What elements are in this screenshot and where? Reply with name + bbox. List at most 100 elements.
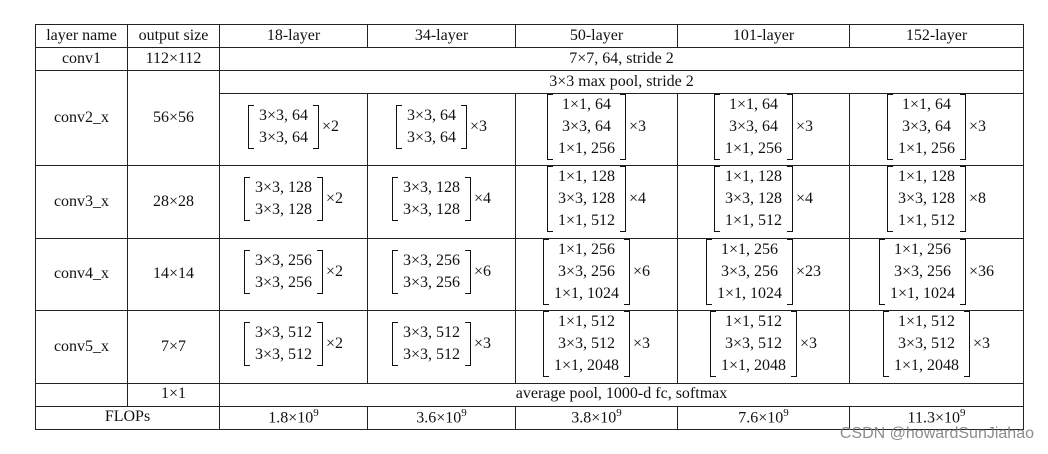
block-layer-line: 3×3, 512 (402, 324, 460, 342)
stage-row: conv3_x 28×28 3×3, 128 3×3, 128 ×2 3×3, 128 3×… (35, 165, 1024, 239)
block-layer-line: 1×1, 1024 (716, 284, 782, 302)
left-bracket (391, 322, 398, 367)
right-bracket (620, 166, 626, 233)
block-layers: 1×1, 512 3×3, 512 1×1, 2048 (554, 311, 619, 377)
block-layer-line: 1×1, 512 (897, 313, 955, 331)
block-layer-line: 1×1, 128 (897, 168, 955, 186)
right-bracket (461, 105, 467, 149)
block-multiplier: ×6 (633, 262, 651, 280)
block-layers: 1×1, 256 3×3, 256 1×1, 1024 (554, 239, 619, 305)
right-bracket (465, 177, 471, 222)
right-bracket (787, 238, 793, 305)
block-layer-line: 3×3, 64 (901, 118, 951, 135)
flops-label: FLOPs (35, 405, 220, 430)
right-bracket (960, 166, 966, 233)
block-layer-line: 1×1, 512 (724, 313, 782, 331)
block-multiplier: ×4 (629, 190, 647, 208)
block-layer-line: 1×1, 128 (724, 168, 782, 186)
block-layer-line: 3×3, 256 (557, 262, 615, 280)
right-bracket (317, 177, 323, 222)
block-layer-line: 1×1, 512 (557, 313, 615, 331)
bracket-block: 3×3, 128 3×3, 128 ×2 (243, 177, 343, 222)
bracket-block: 3×3, 512 3×3, 512 ×2 (243, 322, 343, 367)
right-bracket (465, 249, 471, 294)
left-bracket (546, 94, 553, 160)
block-layer-line: 1×1, 512 (897, 212, 955, 230)
block-multiplier: ×36 (969, 262, 995, 280)
block-layers: 3×3, 512 3×3, 512 (255, 322, 312, 366)
block-layer-line: 3×3, 256 (254, 251, 312, 269)
block-layers: 3×3, 64 3×3, 64 (259, 105, 308, 149)
bracket-block: 1×1, 128 3×3, 128 1×1, 512 ×4 (546, 166, 647, 233)
block-cell: 3×3, 256 3×3, 256 ×6 (367, 237, 516, 312)
block-layer-line: 3×3, 64 (258, 107, 308, 124)
maxpool-desc: 3×3 max pool, stride 2 (219, 70, 1024, 94)
block-layers: 1×1, 128 3×3, 128 1×1, 512 (898, 166, 955, 232)
block-layer-line: 3×3, 128 (402, 201, 460, 219)
left-bracket (243, 177, 250, 222)
block-layers: 1×1, 256 3×3, 256 1×1, 1024 (717, 239, 782, 305)
right-bracket (465, 322, 471, 367)
block-layers: 1×1, 512 3×3, 512 1×1, 2048 (721, 311, 786, 377)
block-layers: 1×1, 128 3×3, 128 1×1, 512 (558, 166, 615, 232)
conv1-desc: 7×7, 64, stride 2 (219, 47, 1024, 71)
block-cell: 1×1, 512 3×3, 512 1×1, 2048 ×3 (515, 310, 678, 384)
block-multiplier: ×3 (474, 334, 492, 352)
block-layers: 1×1, 128 3×3, 128 1×1, 512 (725, 166, 782, 232)
block-cell: 1×1, 128 3×3, 128 1×1, 512 ×4 (515, 165, 678, 239)
block-layer-line: 1×1, 256 (724, 140, 782, 157)
left-bracket (886, 166, 893, 233)
output-size: 14×14 (127, 237, 220, 312)
block-layer-line: 1×1, 2048 (893, 357, 959, 375)
block-layers: 1×1, 256 3×3, 256 1×1, 1024 (890, 239, 955, 305)
bracket-block: 1×1, 256 3×3, 256 1×1, 1024 ×6 (542, 238, 651, 305)
bracket-block: 1×1, 64 3×3, 64 1×1, 256 ×3 (546, 94, 647, 160)
block-layer-line: 1×1, 64 (728, 96, 778, 113)
left-bracket (395, 105, 402, 149)
header-cell: 101-layer (677, 24, 850, 48)
output-size: 28×28 (127, 165, 220, 239)
block-cell: 1×1, 128 3×3, 128 1×1, 512 ×4 (677, 165, 850, 239)
bracket-block: 3×3, 256 3×3, 256 ×6 (391, 249, 492, 294)
block-cell: 1×1, 512 3×3, 512 1×1, 2048 ×3 (849, 310, 1024, 384)
bracket-block: 3×3, 64 3×3, 64 ×3 (395, 105, 488, 149)
block-layer-line: 3×3, 128 (254, 201, 312, 219)
flops-value: 7.6×109 (677, 405, 850, 430)
block-cell: 3×3, 128 3×3, 128 ×4 (367, 165, 516, 239)
right-bracket (624, 238, 630, 305)
right-bracket (317, 322, 323, 367)
right-bracket (960, 238, 966, 305)
block-cell: 3×3, 512 3×3, 512 ×3 (367, 310, 516, 384)
block-layers: 3×3, 128 3×3, 128 (403, 177, 460, 221)
right-bracket (787, 166, 793, 233)
block-layer-line: 1×1, 64 (901, 96, 951, 113)
avgpool-desc: average pool, 1000-d fc, softmax (219, 382, 1024, 407)
block-cell: 1×1, 64 3×3, 64 1×1, 256 ×3 (515, 92, 678, 167)
block-multiplier: ×3 (969, 117, 987, 135)
block-multiplier: ×3 (629, 117, 647, 135)
pool-row: conv2_x 56×56 3×3 max pool, stride 2 (35, 69, 1024, 167)
block-cell: 3×3, 512 3×3, 512 ×2 (219, 310, 368, 384)
left-bracket (886, 94, 893, 160)
layer-name: conv3_x (35, 165, 128, 239)
block-multiplier: ×6 (474, 262, 492, 280)
block-layers: 1×1, 64 3×3, 64 1×1, 256 (558, 94, 615, 160)
flops-value: 11.3×109 (849, 405, 1024, 430)
block-multiplier: ×3 (470, 117, 488, 135)
layer-name: conv5_x (35, 310, 128, 384)
block-layer-line: 3×3, 512 (557, 335, 615, 353)
block-multiplier: ×3 (800, 334, 818, 352)
block-layer-line: 3×3, 256 (893, 262, 951, 280)
block-cell: 3×3, 64 3×3, 64 ×3 (367, 92, 516, 167)
bracket-block: 1×1, 128 3×3, 128 1×1, 512 ×4 (713, 166, 813, 233)
block-layer-line: 1×1, 128 (557, 168, 615, 186)
flops-value: 3.6×109 (367, 405, 516, 430)
right-bracket (620, 94, 626, 160)
right-bracket (317, 249, 323, 294)
block-layer-line: 3×3, 128 (557, 190, 615, 208)
left-bracket (882, 311, 889, 378)
bracket-block: 1×1, 512 3×3, 512 1×1, 2048 ×3 (709, 311, 818, 378)
block-multiplier: ×3 (633, 334, 651, 352)
block-layer-line: 3×3, 256 (720, 262, 778, 280)
block-cell: 3×3, 128 3×3, 128 ×2 (219, 165, 368, 239)
